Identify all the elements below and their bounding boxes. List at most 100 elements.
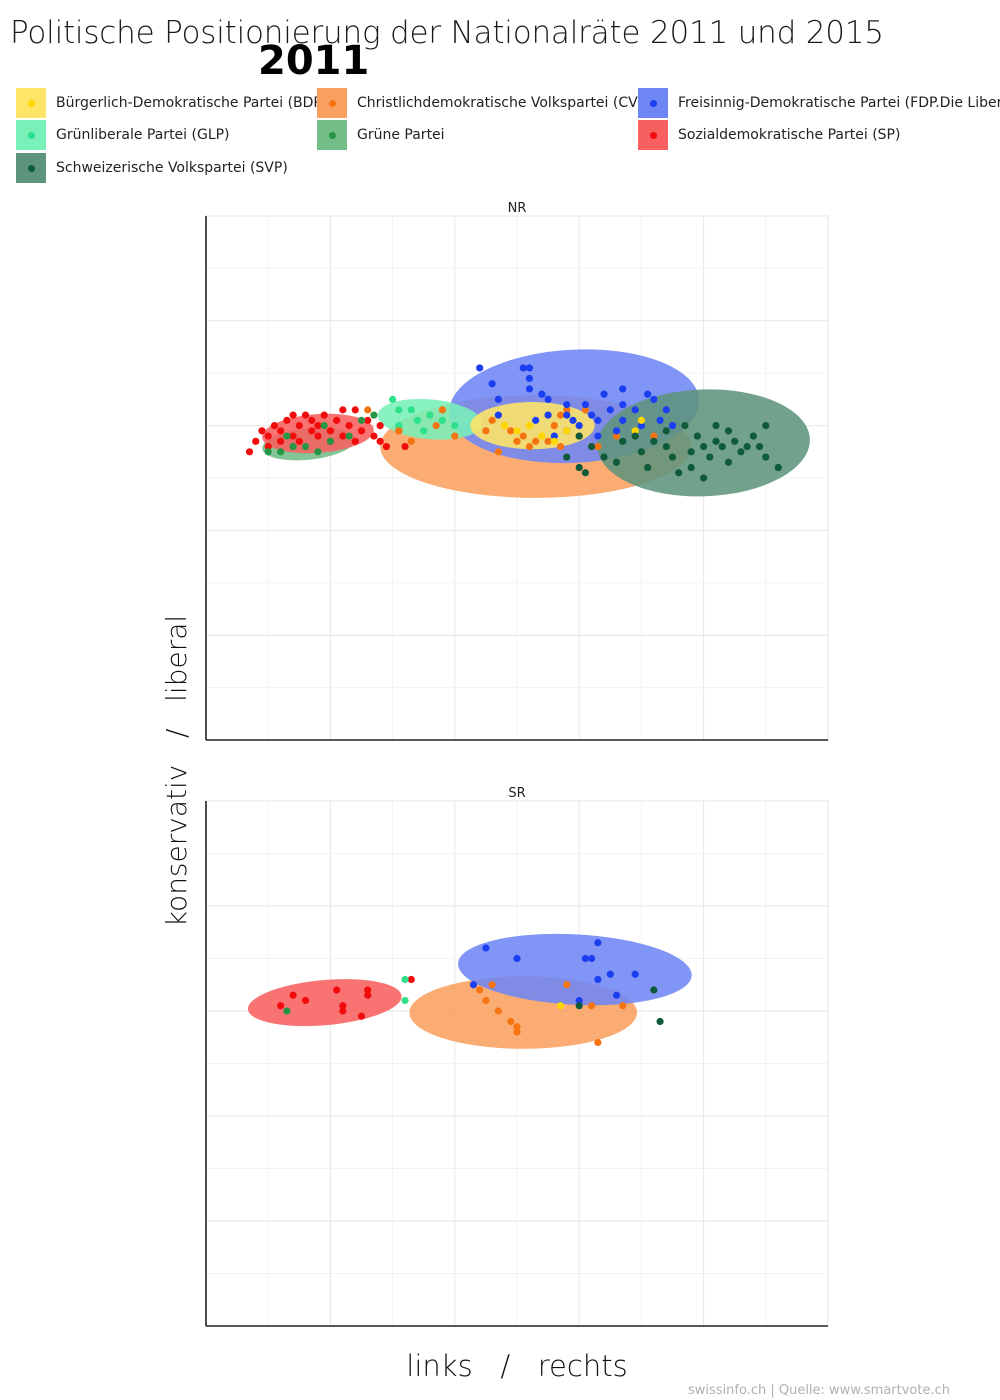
point-fdp — [606, 406, 614, 414]
footer-credit: swissinfo.ch | Quelle: www.smartvote.ch — [687, 1383, 950, 1398]
legend-label: Freisinnig-Demokratische Partei (FDP.Die… — [678, 95, 1000, 111]
point-sp — [339, 1002, 347, 1010]
point-gps — [370, 411, 378, 419]
point-bdp — [538, 432, 546, 440]
point-svp — [755, 442, 764, 451]
point-fdp — [513, 954, 521, 963]
point-svp — [600, 453, 608, 461]
point-sp — [351, 406, 359, 414]
legend-item-sp[interactable]: Sozialdemokratische Partei (SP) — [638, 120, 900, 150]
point-svp — [712, 422, 720, 430]
point-fdp — [469, 981, 478, 989]
point-sp — [295, 437, 303, 445]
point-cvp — [588, 1002, 596, 1010]
legend-dot — [328, 131, 336, 139]
point-sp — [333, 416, 341, 424]
point-svp — [774, 463, 782, 472]
point-sp — [308, 427, 316, 435]
point-fdp — [569, 416, 577, 424]
point-sp — [364, 986, 372, 994]
legend-swatch — [317, 120, 347, 150]
legend-item-gps[interactable]: Grüne Partei — [317, 120, 445, 150]
point-fdp — [650, 395, 658, 403]
point-sp — [357, 1012, 366, 1020]
point-sp — [407, 975, 415, 984]
point-glp — [395, 422, 403, 430]
point-sp — [339, 1007, 347, 1015]
point-fdp — [525, 385, 534, 393]
point-cvp — [494, 448, 502, 456]
point-cvp — [581, 406, 590, 414]
point-svp — [656, 1017, 664, 1026]
legend-item-glp[interactable]: Grünliberale Partei (GLP) — [16, 120, 230, 150]
point-cvp — [650, 432, 658, 440]
point-svp — [681, 422, 689, 430]
point-cvp — [612, 432, 621, 440]
point-cvp — [556, 442, 565, 451]
legend-item-fdp[interactable]: Freisinnig-Demokratische Partei (FDP.Die… — [638, 88, 1000, 118]
point-svp — [762, 453, 770, 461]
point-sp — [376, 437, 384, 445]
legend-label: Grünliberale Partei (GLP) — [56, 127, 230, 143]
point-svp — [762, 422, 770, 430]
legend-swatch — [638, 120, 668, 150]
point-glp — [413, 416, 422, 424]
legend-item-cvp[interactable]: Christlichdemokratische Volkspartei (CVP… — [317, 88, 652, 118]
point-sp — [326, 427, 334, 435]
legend-label: Grüne Partei — [357, 127, 445, 143]
point-glp — [407, 406, 415, 414]
point-svp — [581, 469, 590, 477]
point-sp — [401, 442, 409, 451]
point-fdp — [656, 416, 664, 424]
point-cvp — [407, 437, 415, 445]
point-sp — [258, 427, 266, 435]
point-svp — [706, 453, 714, 461]
point-sp — [345, 422, 353, 430]
point-cvp — [563, 981, 571, 989]
point-cvp — [476, 986, 484, 994]
point-sp — [283, 416, 291, 424]
point-bdp — [513, 427, 521, 435]
point-sp — [351, 437, 359, 445]
point-gps — [314, 448, 322, 456]
point-bdp — [563, 427, 571, 435]
point-cvp — [513, 437, 521, 445]
point-fdp — [563, 401, 571, 409]
point-fdp — [550, 432, 558, 440]
point-fdp — [668, 422, 677, 430]
legend-dot — [27, 131, 35, 139]
point-cvp — [364, 406, 372, 414]
legend-item-svp[interactable]: Schweizerische Volkspartei (SVP) — [16, 153, 288, 183]
point-svp — [743, 442, 751, 451]
point-fdp — [476, 364, 484, 372]
point-svp — [700, 442, 708, 451]
legend-dot — [649, 99, 657, 107]
page-title: Politische Positionierung der Nationalrä… — [10, 15, 884, 51]
point-sp — [370, 432, 378, 440]
point-sp — [252, 437, 260, 445]
point-cvp — [451, 432, 459, 440]
point-sp — [277, 427, 285, 435]
point-sp — [314, 432, 322, 440]
point-cvp — [488, 981, 496, 989]
panel-label: NR — [508, 201, 527, 216]
point-svp — [718, 442, 726, 451]
point-cvp — [619, 1002, 627, 1010]
point-fdp — [619, 416, 627, 424]
point-glp — [401, 975, 409, 984]
point-svp — [588, 442, 596, 451]
point-svp — [650, 986, 658, 994]
point-sp — [277, 1002, 285, 1010]
point-glp — [389, 395, 397, 403]
point-fdp — [581, 954, 590, 963]
point-cvp — [507, 1017, 515, 1026]
legend-item-bdp[interactable]: Bürgerlich-Demokratische Partei (BDP) — [16, 88, 327, 118]
point-svp — [724, 427, 733, 435]
point-svp — [712, 437, 720, 445]
point-glp — [451, 422, 459, 430]
y-axis-title: konservativ / liberal — [160, 615, 193, 927]
point-sp — [376, 422, 384, 430]
point-sp — [308, 416, 316, 424]
legend-label: Christlichdemokratische Volkspartei (CVP… — [357, 95, 652, 111]
point-svp — [644, 463, 652, 472]
